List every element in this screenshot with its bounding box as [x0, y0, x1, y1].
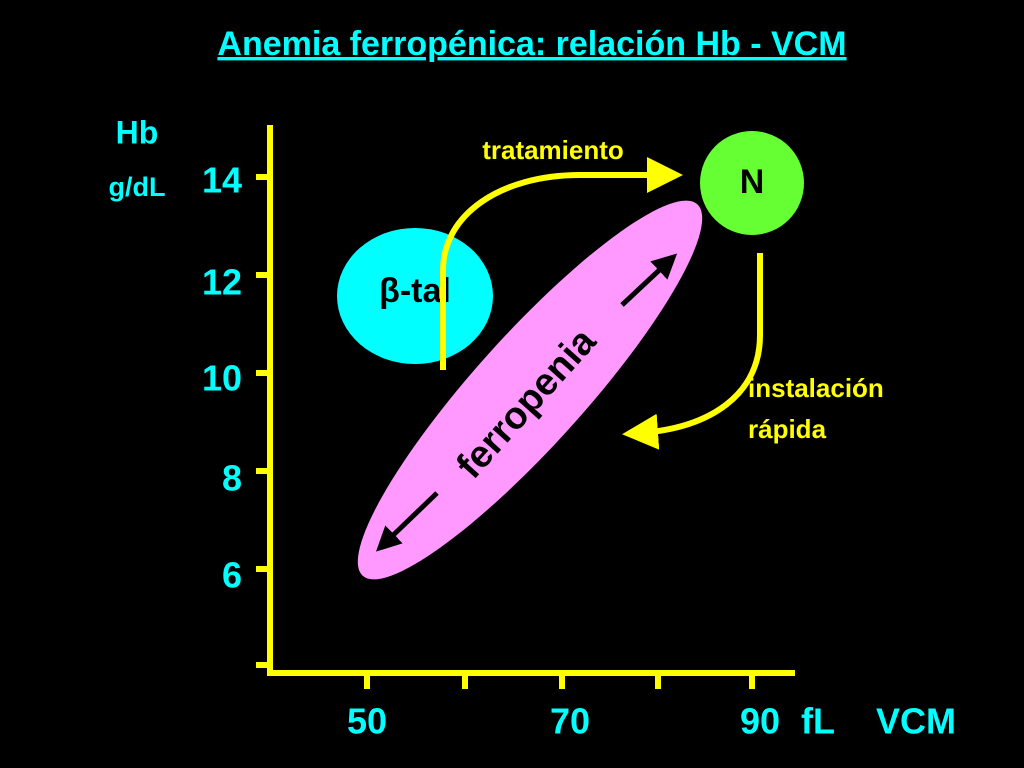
x-axis-unit: fL: [801, 701, 835, 742]
node-label: N: [740, 163, 765, 201]
title: Anemia ferropénica: relación Hb - VCM: [217, 25, 846, 63]
arrow: [620, 253, 678, 307]
arrow-label: rápida: [748, 414, 827, 444]
x-tick-label: 50: [347, 701, 387, 742]
y-tick-label: 12: [202, 262, 242, 303]
arrow-label: instalación: [748, 373, 884, 403]
y-tick-label: 8: [222, 458, 242, 499]
arrow: [440, 157, 683, 370]
y-tick-label: 14: [202, 160, 242, 201]
y-axis-label: Hb: [116, 114, 159, 150]
x-tick-label: 90: [740, 701, 780, 742]
ferropenia-node: [357, 200, 703, 580]
node-label: β-tal: [379, 272, 451, 310]
arrow: [375, 491, 439, 552]
y-axis-unit: g/dL: [109, 172, 166, 202]
x-axis-label: VCM: [876, 701, 956, 742]
axes: [256, 125, 795, 689]
arrow: [622, 253, 763, 450]
normal-node: [700, 131, 804, 235]
arrow-label: tratamiento: [482, 135, 624, 165]
y-tick-label: 10: [202, 358, 242, 399]
y-tick-label: 6: [222, 555, 242, 596]
x-tick-label: 70: [550, 701, 590, 742]
beta-tal-node: [337, 228, 493, 364]
